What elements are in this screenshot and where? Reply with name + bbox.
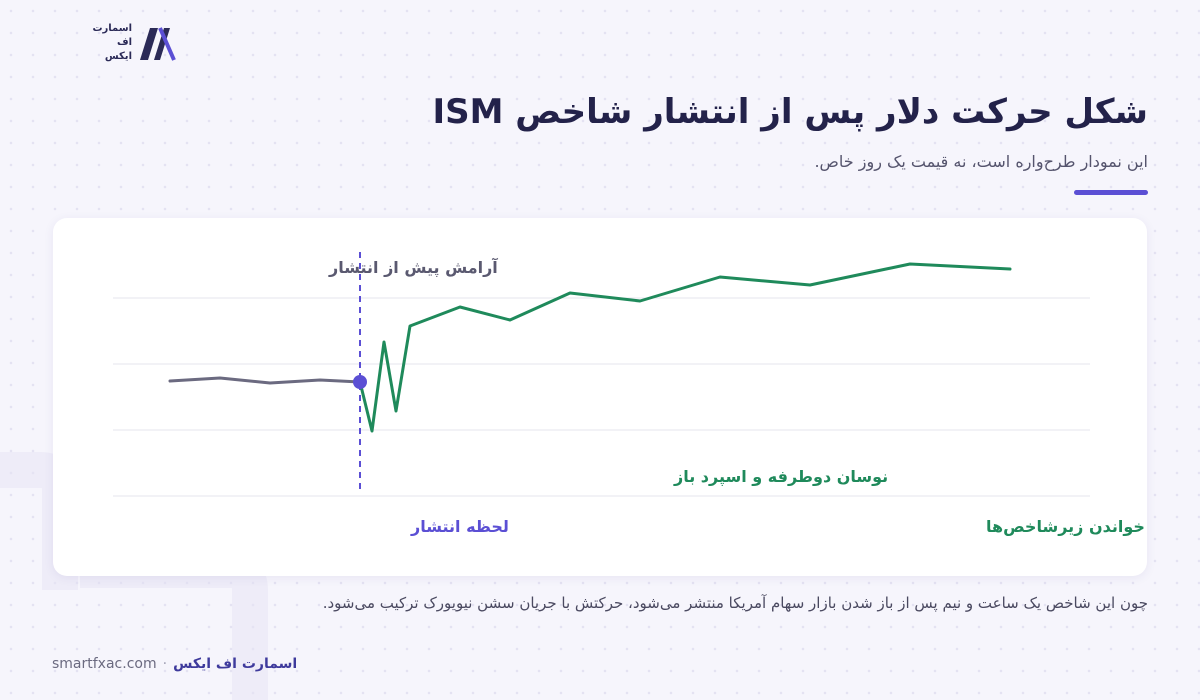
- calm-label: آرامش پیش از انتشار: [328, 257, 498, 278]
- footer-site[interactable]: smartfxac.com: [52, 656, 157, 672]
- footnote: چون این شاخص یک ساعت و نیم پس از باز شدن…: [322, 594, 1148, 612]
- logo-line: ایکس: [104, 51, 132, 62]
- diagram-canvas: آرامش پیش از انتشار نوسان دوطرفه و اسپرد…: [113, 252, 1147, 537]
- diagram-card: آرامش پیش از انتشار نوسان دوطرفه و اسپرد…: [53, 218, 1147, 576]
- logo-mark-icon: [140, 27, 176, 61]
- logo-line: اسمارت: [92, 23, 132, 34]
- footer-brand[interactable]: اسمارت اف ایکس: [173, 656, 298, 672]
- footer-separator: ·: [162, 656, 168, 672]
- release-label: لحظه انتشار: [410, 517, 509, 536]
- volatility-label: نوسان دوطرفه و اسپرد باز: [673, 467, 888, 487]
- page-subtitle: این نمودار طرح‌واره است، نه قیمت یک روز …: [814, 152, 1148, 171]
- trend-price-line: [358, 262, 1012, 433]
- page-title: شکل حرکت دلار پس از انتشار شاخص ISM: [432, 92, 1148, 132]
- calm-price-line: [168, 376, 362, 385]
- release-point: [353, 375, 367, 389]
- trend-label: روند واقعی، پس از خواندن زیرشاخص‌ها: [986, 517, 1147, 537]
- logo-text: اسمارت اف ایکس: [76, 22, 132, 64]
- brand-logo[interactable]: اسمارت اف ایکس: [76, 18, 176, 70]
- footer: smartfxac.com · اسمارت اف ایکس: [52, 656, 297, 672]
- title-accent-bar: [1074, 190, 1148, 195]
- logo-line: اف: [116, 37, 132, 48]
